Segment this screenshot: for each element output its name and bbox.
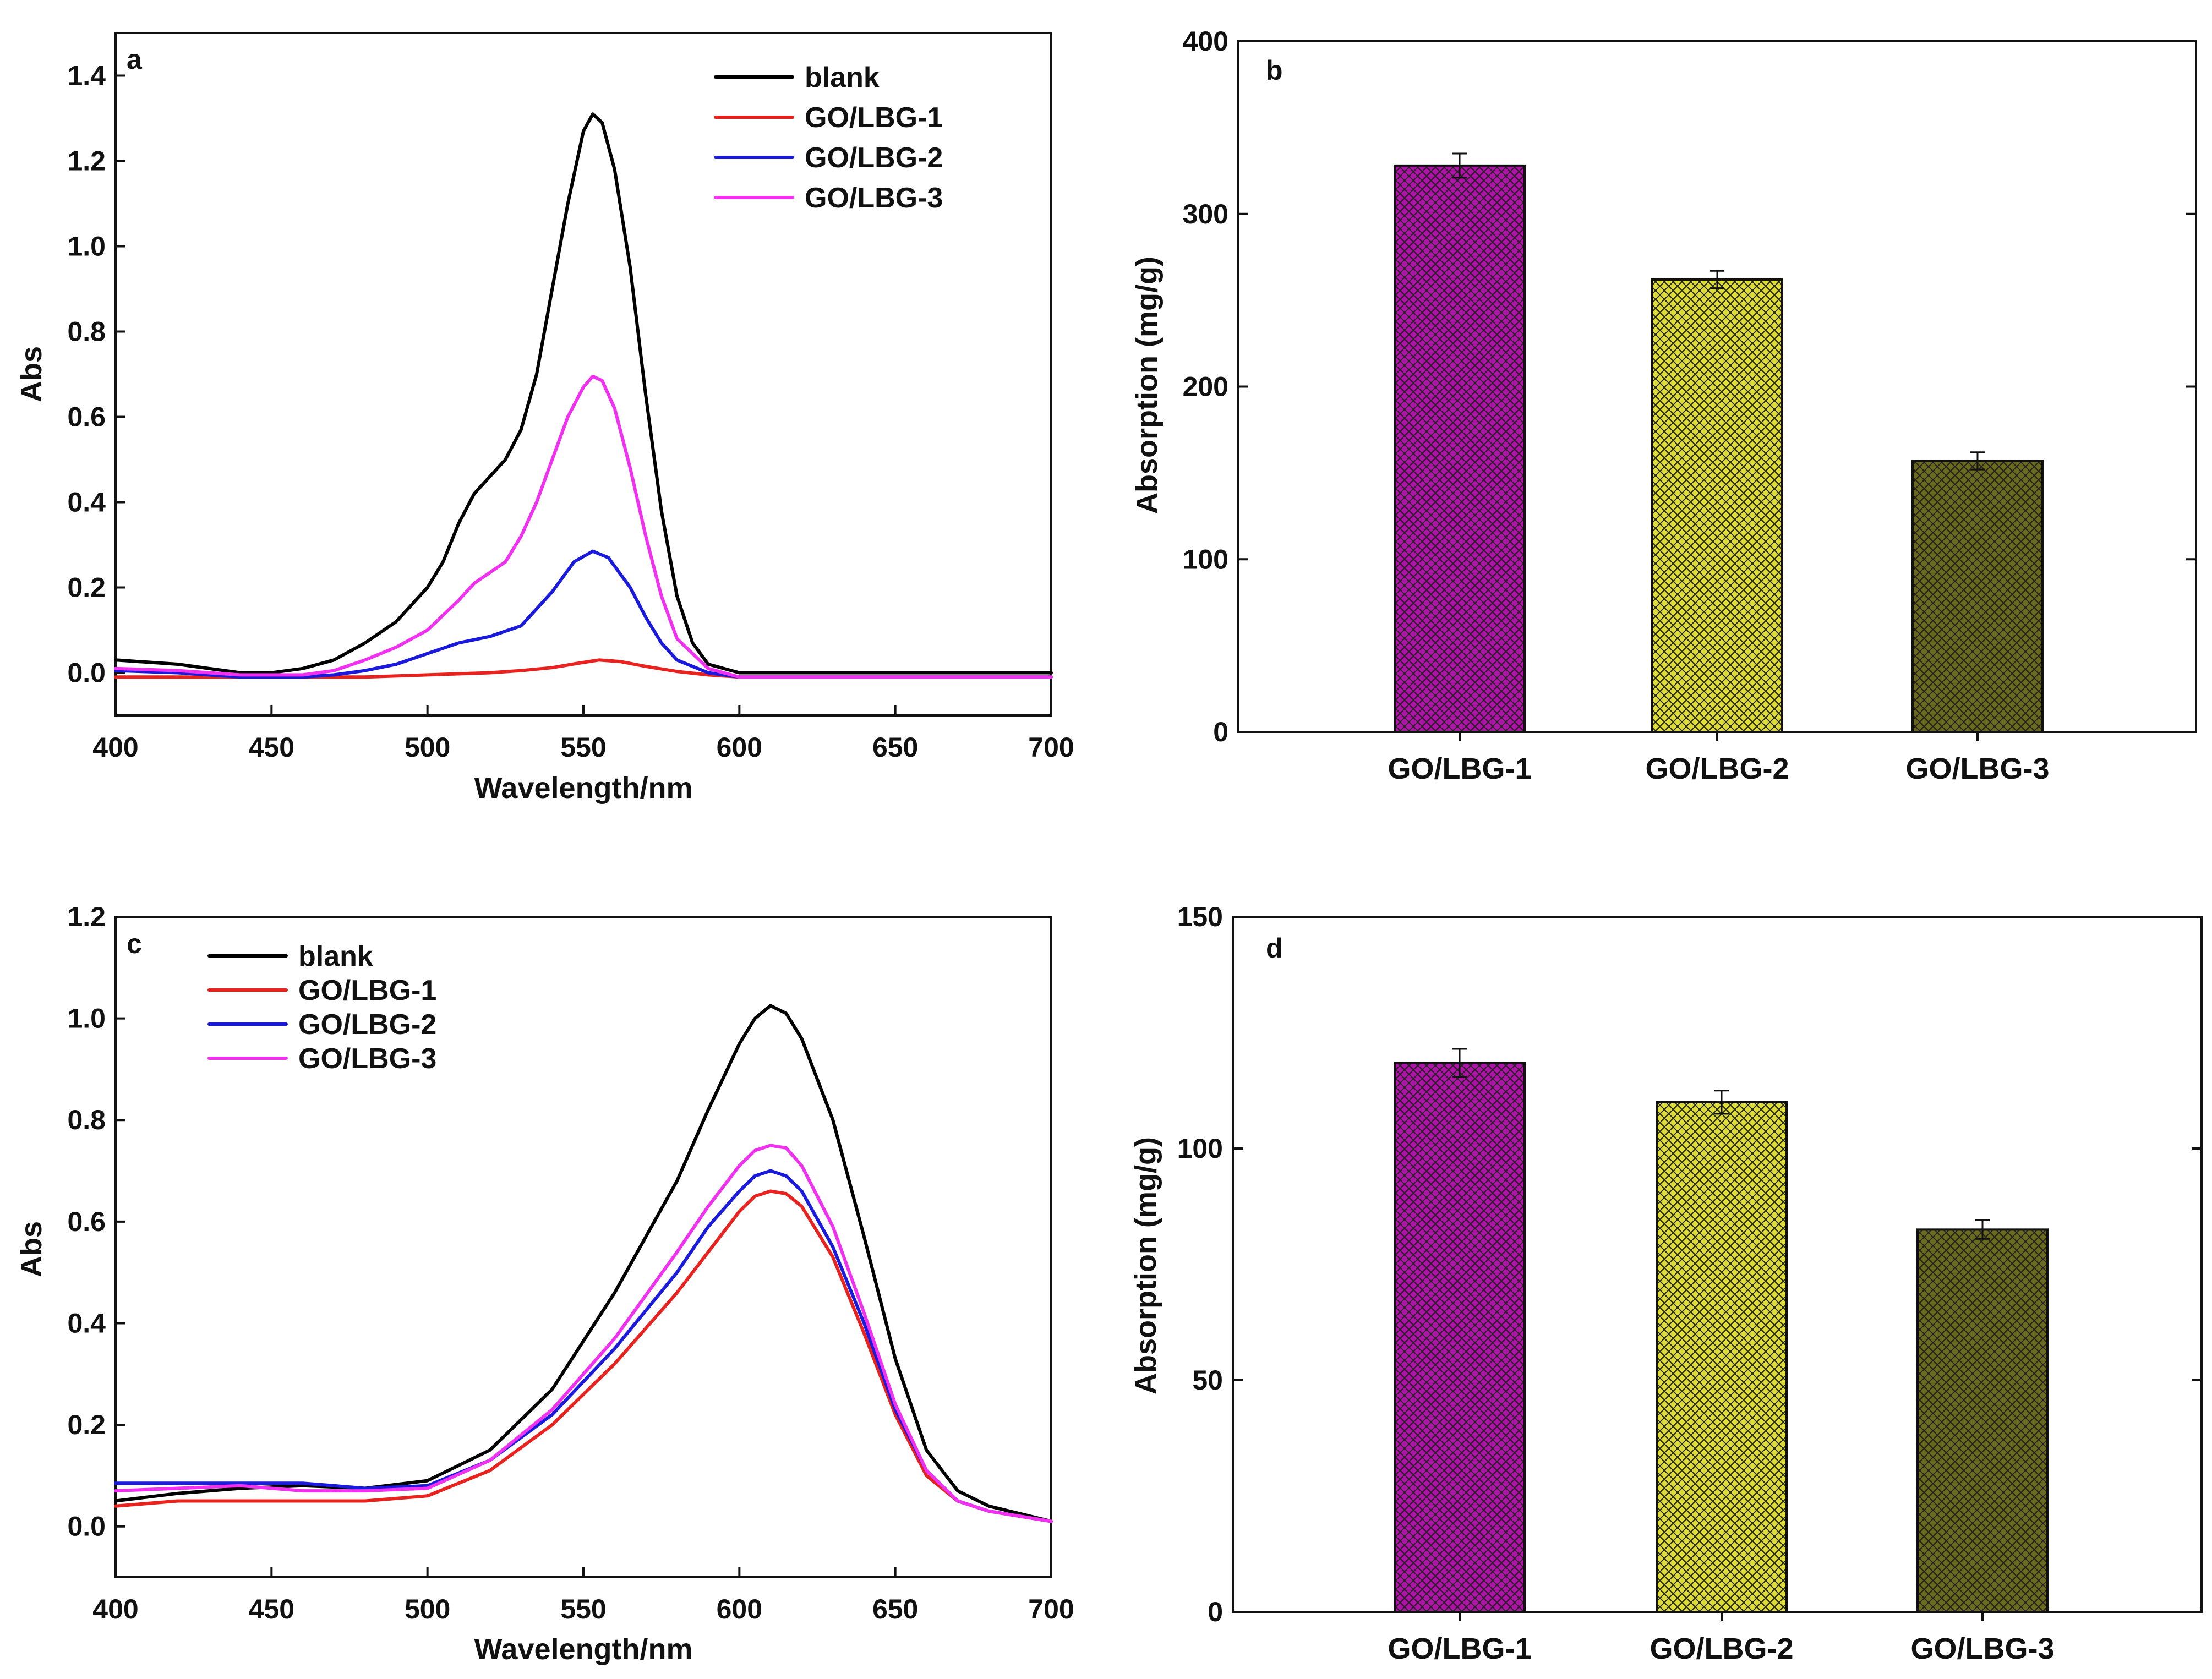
x-tick-label: 500 — [405, 732, 450, 763]
category-label-go-lbg-2: GO/LBG-2 — [1645, 752, 1789, 785]
error-bar-go-lbg-3 — [1975, 1219, 1990, 1240]
panel-a-y-axis-title: Abs — [15, 346, 48, 402]
panel-c-series — [114, 1004, 1053, 1523]
x-tick-label: 450 — [249, 1594, 294, 1625]
panel-c-y-ticks: 0.0 0.2 0.4 0.6 0.8 1.0 1.2 — [67, 901, 125, 1542]
panel-c-x-ticks: 400 450 500 550 600 650 700 — [92, 1567, 1074, 1625]
panel-a-x-ticks: 400 450 500 550 600 650 700 — [92, 705, 1074, 763]
y-tick-label: 0.0 — [67, 1511, 106, 1542]
panel-a-series — [114, 112, 1053, 679]
panel-a-x-axis-title: Wavelength/nm — [474, 772, 692, 805]
bar-go-lbg-1 — [1394, 164, 1526, 733]
y-tick-label: 150 — [1177, 901, 1223, 932]
series-line-go-lbg-1 — [114, 1189, 1053, 1523]
legend-label-go-lbg-1: GO/LBG-1 — [298, 975, 436, 1007]
series-line-go-lbg-2 — [114, 1169, 1053, 1523]
series-line-go-lbg-3 — [114, 1144, 1053, 1523]
y-tick-label: 100 — [1183, 544, 1228, 575]
panel-d-letter: d — [1266, 933, 1283, 964]
category-label-go-lbg-2: GO/LBG-2 — [1650, 1632, 1793, 1665]
panel-a-y-ticks: 0.0 0.2 0.4 0.6 0.8 1.0 1.2 1.4 — [67, 61, 125, 688]
y-tick-label: 1.4 — [67, 61, 106, 91]
y-tick-label: 200 — [1183, 371, 1228, 402]
error-bar-go-lbg-2 — [1714, 1090, 1729, 1115]
y-tick-label: 300 — [1183, 199, 1228, 229]
error-bar-go-lbg-1 — [1452, 1048, 1467, 1078]
panel-a-line-chart: a Wavelength/nm Abs 0.0 0.2 0.4 0.6 0.8 1.0 1.… — [15, 32, 1074, 805]
legend-label-go-lbg-1: GO/LBG-1 — [805, 102, 943, 134]
error-bar-go-lbg-1 — [1452, 152, 1467, 179]
series-line-go-lbg-3 — [114, 374, 1053, 679]
panel-b-letter: b — [1266, 55, 1283, 86]
x-tick-label: 500 — [405, 1594, 450, 1625]
x-tick-label: 650 — [872, 732, 918, 763]
error-bar-go-lbg-2 — [1710, 270, 1724, 289]
panel-c-plot-frame — [114, 916, 1052, 1578]
x-tick-label: 700 — [1028, 1594, 1074, 1625]
y-tick-label: 0.4 — [67, 487, 106, 518]
legend-label-go-lbg-3: GO/LBG-3 — [298, 1043, 436, 1075]
y-tick-label: 1.0 — [67, 231, 106, 262]
panel-c-x-axis-title: Wavelength/nm — [474, 1633, 692, 1666]
panel-d-bars: GO/LBG-1 GO/LBG-2 GO/LBG-3 — [1388, 1048, 2055, 1665]
x-tick-label: 700 — [1028, 732, 1074, 763]
y-tick-label: 50 — [1192, 1365, 1223, 1396]
category-label-go-lbg-3: GO/LBG-3 — [1905, 752, 2049, 785]
y-tick-label: 0 — [1208, 1596, 1223, 1627]
category-label-go-lbg-1: GO/LBG-1 — [1388, 752, 1531, 785]
y-tick-label: 0.8 — [67, 316, 106, 347]
panel-a-letter: a — [127, 44, 143, 75]
panel-b-y-ticks: 0 100 200 300 400 — [1183, 26, 2196, 747]
legend-label-blank: blank — [805, 62, 880, 94]
error-bar-go-lbg-3 — [1970, 451, 1985, 471]
panel-c-line-chart: c Wavelength/nm Abs 0.0 0.2 0.4 0.6 0.8 1.0 1.… — [15, 901, 1074, 1666]
y-tick-label: 0.6 — [67, 402, 106, 433]
panel-d-y-ticks: 0 50 100 150 — [1177, 901, 2202, 1627]
y-tick-label: 0.2 — [67, 1409, 106, 1440]
x-tick-label: 400 — [92, 1594, 138, 1625]
panel-b-bars: GO/LBG-1 GO/LBG-2 GO/LBG-3 — [1388, 152, 2050, 785]
panel-a-legend: blank GO/LBG-1 GO/LBG-2 GO/LBG-3 — [714, 62, 943, 214]
panel-b-bar-chart: b Absorption (mg/g) 0 100 200 300 400 GO/LBG… — [1130, 26, 2197, 785]
y-tick-label: 0 — [1213, 717, 1228, 747]
x-tick-label: 550 — [560, 1594, 606, 1625]
y-tick-label: 0.2 — [67, 572, 106, 603]
y-tick-label: 0.6 — [67, 1206, 106, 1237]
y-tick-label: 0.0 — [67, 658, 106, 688]
x-tick-label: 600 — [717, 732, 762, 763]
legend-label-go-lbg-2: GO/LBG-2 — [805, 142, 943, 174]
bar-go-lbg-2 — [1656, 1101, 1788, 1614]
y-tick-label: 1.2 — [67, 901, 106, 932]
x-tick-label: 600 — [717, 1594, 762, 1625]
category-label-go-lbg-1: GO/LBG-1 — [1388, 1632, 1531, 1665]
x-tick-label: 400 — [92, 732, 138, 763]
series-line-blank — [114, 112, 1053, 675]
y-tick-label: 1.0 — [67, 1003, 106, 1034]
y-tick-label: 400 — [1183, 26, 1228, 57]
panel-b-y-axis-title: Absorption (mg/g) — [1130, 256, 1164, 514]
y-tick-label: 0.4 — [67, 1308, 106, 1338]
panel-c-y-axis-title: Abs — [15, 1221, 48, 1277]
y-tick-label: 1.2 — [67, 146, 106, 177]
bar-go-lbg-3 — [1911, 460, 2044, 733]
panel-d-y-axis-title: Absorption (mg/g) — [1129, 1137, 1162, 1394]
legend-label-blank: blank — [298, 940, 373, 972]
bar-go-lbg-1 — [1394, 1062, 1526, 1613]
panel-c-letter: c — [127, 928, 142, 959]
x-tick-label: 550 — [560, 732, 606, 763]
legend-label-go-lbg-3: GO/LBG-3 — [805, 182, 943, 214]
category-label-go-lbg-3: GO/LBG-3 — [1910, 1632, 2054, 1665]
y-tick-label: 0.8 — [67, 1104, 106, 1135]
x-tick-label: 650 — [872, 1594, 918, 1625]
bar-go-lbg-3 — [1916, 1228, 2049, 1614]
y-tick-label: 100 — [1177, 1133, 1223, 1164]
legend-label-go-lbg-2: GO/LBG-2 — [298, 1009, 436, 1041]
x-tick-label: 450 — [249, 732, 294, 763]
series-line-go-lbg-2 — [114, 549, 1053, 679]
bar-go-lbg-2 — [1651, 278, 1783, 734]
